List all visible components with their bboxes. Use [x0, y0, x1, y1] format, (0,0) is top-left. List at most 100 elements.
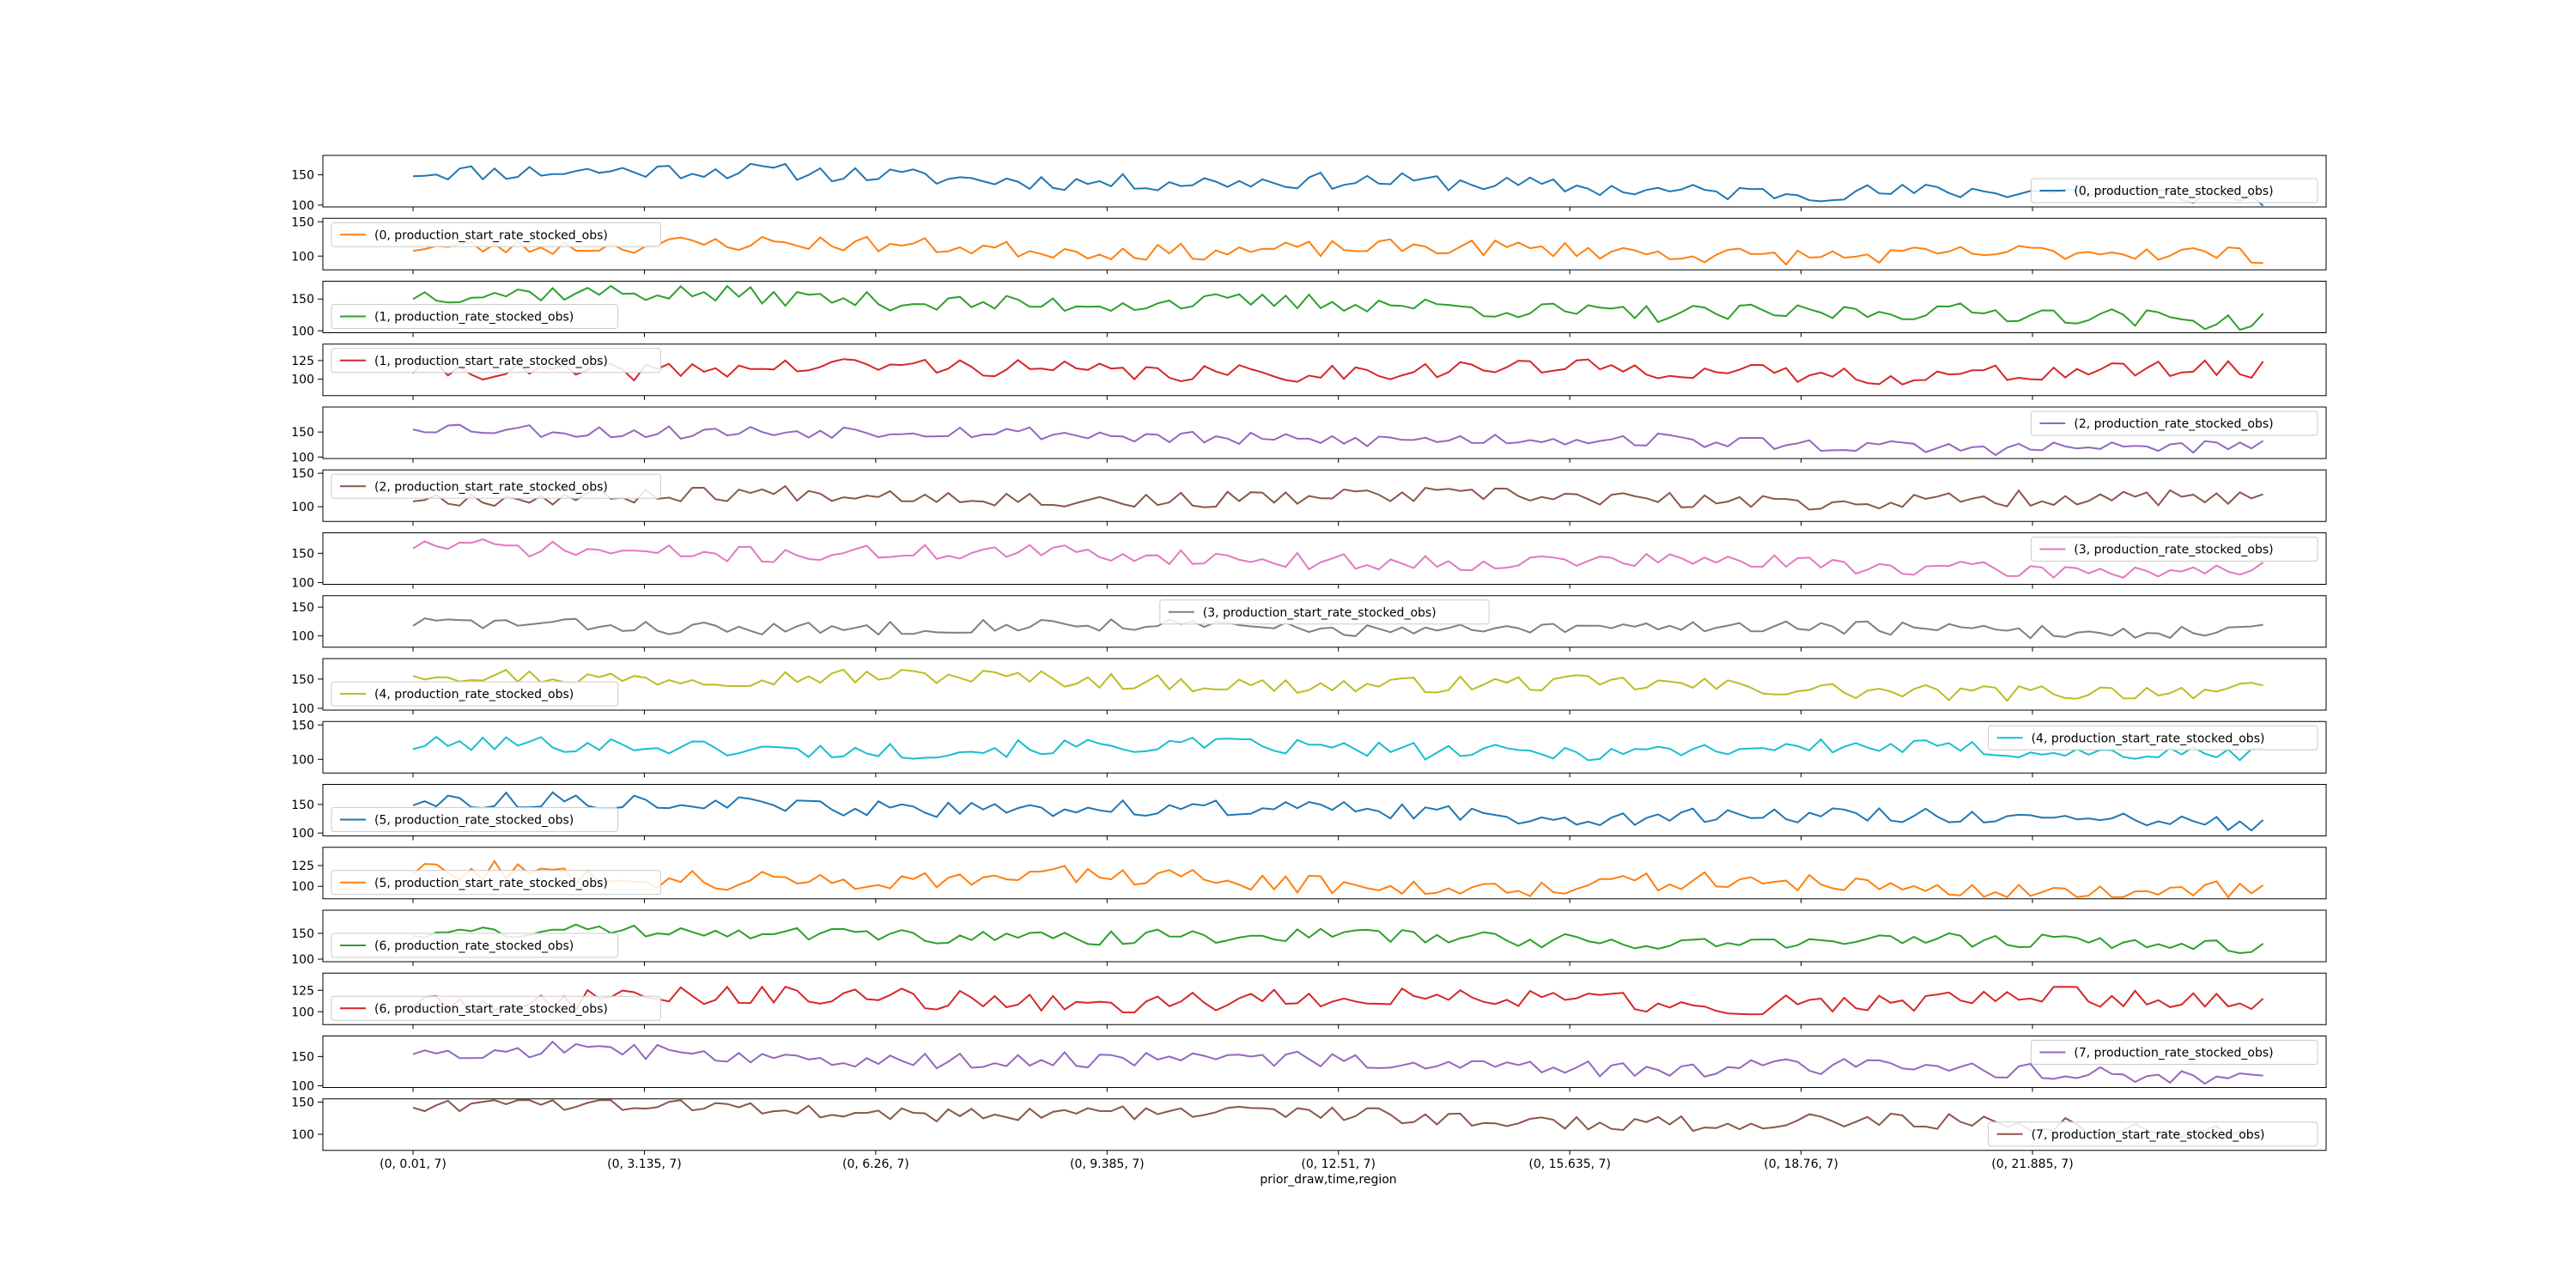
series-line-12 — [412, 923, 2264, 955]
subplot-1: 100 150 (0, production_start_rate_stocked_… — [291, 216, 2327, 275]
legend-10: (5, production_rate_stocked_obs) — [331, 807, 619, 832]
legend-7: (3, production_start_rate_stocked_obs) — [1159, 599, 1490, 625]
y-tick-label-0-1: 150 — [291, 169, 314, 183]
y-tick-label-11-1: 125 — [291, 860, 314, 873]
legend-box-8 — [331, 681, 619, 707]
subplot-9: 100 150 (4, production_start_rate_stocked_… — [291, 719, 2327, 778]
legend-label-0: (0, production_rate_stocked_obs) — [2074, 185, 2273, 198]
x-tick-label-3: (0, 9.385, 7) — [1070, 1157, 1145, 1171]
axes-frame-9 — [322, 720, 2327, 774]
series-line-10 — [412, 791, 2264, 832]
legend-13: (6, production_start_rate_stocked_obs) — [331, 995, 661, 1021]
series-line-9 — [412, 735, 2263, 762]
axes-frame-4 — [322, 406, 2327, 459]
subplot-11: 100 125 (5, production_start_rate_stocked_… — [291, 847, 2327, 903]
legend-box-11 — [331, 870, 661, 896]
y-tick-label-0-0: 100 — [291, 199, 314, 213]
series-line-11 — [412, 860, 2264, 899]
series-line-14 — [412, 1040, 2263, 1085]
y-tick-label-3-1: 125 — [291, 355, 314, 368]
subplot-10: 100 150 (5, production_rate_stocked_obs) — [291, 784, 2327, 841]
y-tick-label-1-0: 100 — [291, 250, 314, 264]
series-line-13 — [412, 985, 2264, 1016]
legend-box-4 — [2030, 410, 2318, 436]
y-tick-label-11-0: 100 — [291, 880, 314, 894]
subplot-0: 100 150 (0, production_rate_stocked_obs) — [291, 155, 2327, 213]
y-tick-label-14-0: 100 — [291, 1079, 314, 1093]
legend-6: (3, production_rate_stocked_obs) — [2030, 537, 2318, 562]
axes-frame-8 — [322, 658, 2327, 711]
y-tick-label-15-1: 150 — [291, 1097, 314, 1110]
y-tick-label-3-0: 100 — [291, 374, 314, 387]
series-line-15 — [412, 1099, 2263, 1139]
legend-label-9: (4, production_start_rate_stocked_obs) — [2032, 732, 2265, 745]
series-line-8 — [412, 668, 2263, 702]
y-tick-label-4-1: 150 — [291, 426, 314, 440]
legend-box-14 — [2030, 1040, 2318, 1065]
series-line-1 — [412, 235, 2263, 266]
y-tick-label-8-0: 100 — [291, 702, 314, 716]
legend-3: (1, production_start_rate_stocked_obs) — [331, 348, 661, 374]
series-line-0 — [412, 162, 2264, 207]
legend-label-14: (7, production_rate_stocked_obs) — [2074, 1047, 2273, 1060]
axes-frame-14 — [322, 1036, 2327, 1088]
y-tick-label-15-0: 100 — [291, 1128, 314, 1142]
legend-box-10 — [331, 807, 619, 832]
axes-frame-13 — [322, 972, 2327, 1025]
y-tick-label-2-0: 100 — [291, 325, 314, 338]
legend-box-6 — [2030, 537, 2318, 562]
legend-label-7: (3, production_start_rate_stocked_obs) — [1203, 606, 1437, 620]
y-tick-label-6-0: 100 — [291, 576, 314, 590]
x-axis: (0, 0.01, 7) (0, 3.135, 7) (0, 6.26, 7) (0,… — [380, 1157, 2074, 1171]
axes-frame-1 — [322, 217, 2327, 270]
series-line-2 — [412, 284, 2264, 331]
subplot-7: 100 150 (3, production_start_rate_stocked_… — [291, 595, 2327, 652]
legend-label-8: (4, production_rate_stocked_obs) — [374, 688, 574, 702]
y-tick-label-7-0: 100 — [291, 629, 314, 643]
y-tick-label-2-1: 150 — [291, 293, 314, 307]
legend-label-3: (1, production_start_rate_stocked_obs) — [374, 355, 608, 368]
legend-label-6: (3, production_rate_stocked_obs) — [2074, 544, 2273, 557]
y-tick-label-8-1: 150 — [291, 673, 314, 687]
legend-label-11: (5, production_start_rate_stocked_obs) — [374, 877, 608, 890]
legend-box-9 — [1988, 725, 2318, 750]
axes-frame-6 — [322, 532, 2327, 585]
axes-frame-3 — [322, 343, 2327, 397]
legend-label-15: (7, production_start_rate_stocked_obs) — [2032, 1128, 2265, 1142]
legend-label-13: (6, production_start_rate_stocked_obs) — [374, 1002, 608, 1016]
subplot-15: 100 150 (7, production_start_rate_stocked_… — [291, 1097, 2327, 1155]
x-tick-label-6: (0, 18.76, 7) — [1764, 1157, 1838, 1171]
y-tick-label-4-0: 100 — [291, 451, 314, 465]
legend-box-1 — [331, 222, 661, 247]
y-tick-label-9-0: 100 — [291, 753, 314, 767]
legend-15: (7, production_start_rate_stocked_obs) — [1988, 1121, 2318, 1147]
legend-label-2: (1, production_rate_stocked_obs) — [374, 311, 574, 325]
series-line-4 — [412, 423, 2264, 457]
series-line-6 — [412, 538, 2264, 580]
legend-0: (0, production_rate_stocked_obs) — [2030, 178, 2318, 204]
y-tick-label-12-1: 150 — [291, 927, 314, 941]
legend-box-3 — [331, 348, 661, 374]
x-tick-label-4: (0, 12.51, 7) — [1301, 1157, 1376, 1171]
subplot-5: 100 150 (2, production_start_rate_stocked_… — [291, 467, 2327, 526]
legend-1: (0, production_start_rate_stocked_obs) — [331, 222, 661, 247]
axes-frame-2 — [322, 281, 2327, 333]
x-axis-label: prior_draw,time,region — [1260, 1173, 1396, 1187]
series-line-5 — [412, 484, 2263, 511]
axes-frame-11 — [322, 847, 2327, 900]
legend-label-5: (2, production_start_rate_stocked_obs) — [374, 480, 608, 494]
y-tick-label-7-1: 150 — [291, 601, 314, 615]
legend-12: (6, production_rate_stocked_obs) — [331, 933, 619, 958]
legend-box-5 — [331, 473, 661, 499]
x-tick-label-1: (0, 3.135, 7) — [607, 1157, 682, 1171]
legend-8: (4, production_rate_stocked_obs) — [331, 681, 619, 707]
y-tick-label-10-1: 150 — [291, 799, 314, 812]
axes-frame-0 — [322, 155, 2327, 208]
axes-frame-15 — [322, 1098, 2327, 1151]
y-tick-label-13-1: 125 — [291, 984, 314, 998]
legend-5: (2, production_start_rate_stocked_obs) — [331, 473, 661, 499]
legend-11: (5, production_start_rate_stocked_obs) — [331, 870, 661, 896]
y-tick-label-13-0: 100 — [291, 1005, 314, 1019]
